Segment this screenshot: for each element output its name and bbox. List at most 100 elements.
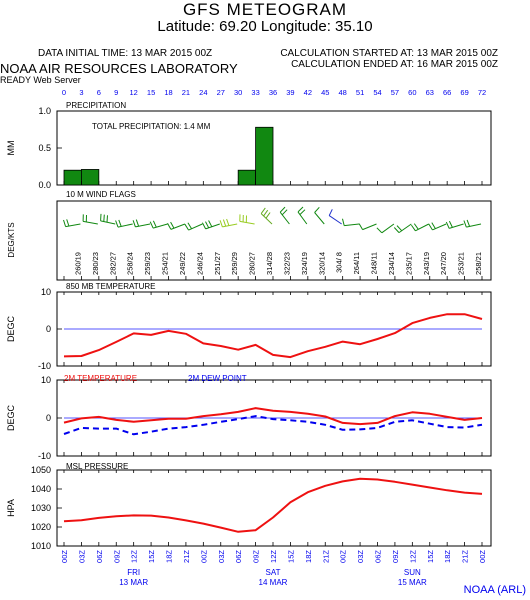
wind-flag	[381, 223, 395, 234]
t2m-series-line	[63, 415, 483, 436]
wind-flag	[188, 223, 203, 231]
time-label: 09Z	[112, 550, 121, 563]
wind-value-label: 243/19	[422, 252, 431, 275]
wind-flag-barb	[103, 214, 105, 222]
wind-flag-barb	[149, 221, 154, 229]
y-axis-label: HPA	[6, 499, 16, 517]
y-axis-label: DEGC	[6, 405, 16, 432]
wind-value-label: 251/27	[213, 252, 222, 275]
wind-flag	[314, 212, 325, 225]
wind-flag	[117, 223, 133, 228]
calculation-started: CALCULATION STARTED AT: 13 MAR 2015 00Z	[280, 48, 498, 59]
wind-flag	[83, 220, 98, 225]
precip-total-annotation: TOTAL PRECIPITATION: 1.4 MM	[92, 122, 211, 131]
date-label: 13 MAR	[119, 578, 148, 587]
wind-value-label: 246/24	[195, 252, 204, 275]
wind-flag	[362, 223, 377, 231]
wind-value-label: 258/24	[126, 252, 135, 275]
time-label: 03Z	[356, 550, 365, 563]
wind-flag	[222, 223, 238, 228]
wind-value-label: 314/28	[265, 252, 274, 275]
wind-value-label: 322/23	[282, 252, 291, 275]
wind-flag-barb	[299, 209, 306, 215]
wind-value-label: 253/21	[457, 252, 466, 275]
precip-bar	[255, 126, 274, 186]
pressure-panel-title: MSL PRESSURE	[66, 462, 128, 471]
time-label: 15Z	[426, 550, 435, 563]
forecast-hour-label: 48	[338, 88, 346, 97]
wind-value-label: 260/19	[73, 252, 82, 275]
forecast-hour-label: 63	[426, 88, 434, 97]
wind-value-label: 258/21	[474, 252, 483, 275]
forecast-hour-label: 39	[286, 88, 294, 97]
day-label: SAT	[266, 568, 281, 577]
forecast-hour-label: 66	[443, 88, 451, 97]
wind-flag-barb	[260, 207, 266, 214]
time-label: 00Z	[60, 550, 69, 563]
wind-value-label: 280/27	[248, 252, 257, 275]
forecast-hour-label: 21	[182, 88, 190, 97]
wind-flag-barb	[281, 209, 288, 216]
precip-bar	[81, 169, 100, 186]
wind-flag-barb	[63, 219, 67, 227]
time-label: 03Z	[217, 550, 226, 563]
wind-flag-barb	[170, 221, 175, 229]
wind-flag	[239, 220, 255, 225]
wind-flag-barb	[396, 225, 403, 232]
time-label: 15Z	[147, 550, 156, 563]
forecast-hour-label: 60	[408, 88, 416, 97]
wind-value-label: 320/14	[317, 252, 326, 275]
y-tick-label: 10	[41, 287, 51, 297]
wind-flag-barb	[222, 219, 227, 227]
wind-flag	[135, 223, 151, 228]
wind-value-label: 248/11	[370, 252, 379, 274]
time-label: 12Z	[408, 550, 417, 563]
wind-flag-barb	[376, 227, 383, 234]
wind-value-label: 304/ 8	[335, 252, 344, 273]
y-tick-label: 1.0	[38, 106, 51, 116]
precip-panel-title: PRECIPITATION	[66, 101, 126, 110]
footer-credit: NOAA (ARL)	[463, 584, 526, 596]
day-label: SUN	[404, 568, 421, 577]
y-axis-label: MM	[6, 141, 16, 156]
forecast-hour-label: 24	[199, 88, 207, 97]
forecast-hour-label: 57	[391, 88, 399, 97]
wind-flag-barb	[358, 223, 364, 230]
wind-flag-barb	[118, 219, 122, 227]
pressure-panel-frame	[56, 469, 492, 547]
wind-flag-barb	[314, 206, 320, 213]
pressure-series-line	[63, 477, 483, 533]
lab-name: NOAA AIR RESOURCES LABORATORY	[0, 61, 238, 76]
wind-flag-barb	[297, 206, 304, 213]
location-coordinates: Latitude: 69.20 Longitude: 35.10	[157, 18, 373, 35]
forecast-hour-label: 3	[79, 88, 83, 97]
time-label: 12Z	[269, 550, 278, 563]
legend-2m-dew-point: 2M DEW POINT	[188, 374, 247, 383]
forecast-hour-label: 12	[129, 88, 137, 97]
wind-flag-barb	[187, 222, 193, 230]
wind-value-label: 249/22	[178, 252, 187, 275]
wind-flag-barb	[201, 222, 207, 230]
y-tick-label: 0.5	[38, 143, 51, 153]
wind-flag	[152, 223, 168, 229]
wind-panel-frame	[56, 200, 492, 281]
wind-flag	[170, 223, 186, 230]
y-tick-label: 0	[46, 413, 51, 423]
precip-bar	[237, 169, 256, 186]
wind-value-label: 264/11	[352, 252, 361, 274]
time-label: 06Z	[234, 550, 243, 563]
wind-flag-barb	[445, 221, 450, 229]
wind-flag-barb	[208, 220, 213, 227]
legend-2m-temperature: 2M TEMPERATURE	[64, 374, 137, 383]
y-tick-label: 1030	[31, 503, 51, 513]
time-label: 18Z	[165, 550, 174, 563]
time-label: 21Z	[461, 550, 470, 563]
wind-flag-barb	[66, 219, 70, 227]
y-tick-label: 0	[46, 324, 51, 334]
time-label: 00Z	[478, 550, 487, 563]
wind-flag	[260, 213, 273, 225]
time-label: 15Z	[286, 550, 295, 563]
wind-value-label: 254/21	[161, 252, 170, 275]
wind-flag-barb	[205, 221, 210, 229]
